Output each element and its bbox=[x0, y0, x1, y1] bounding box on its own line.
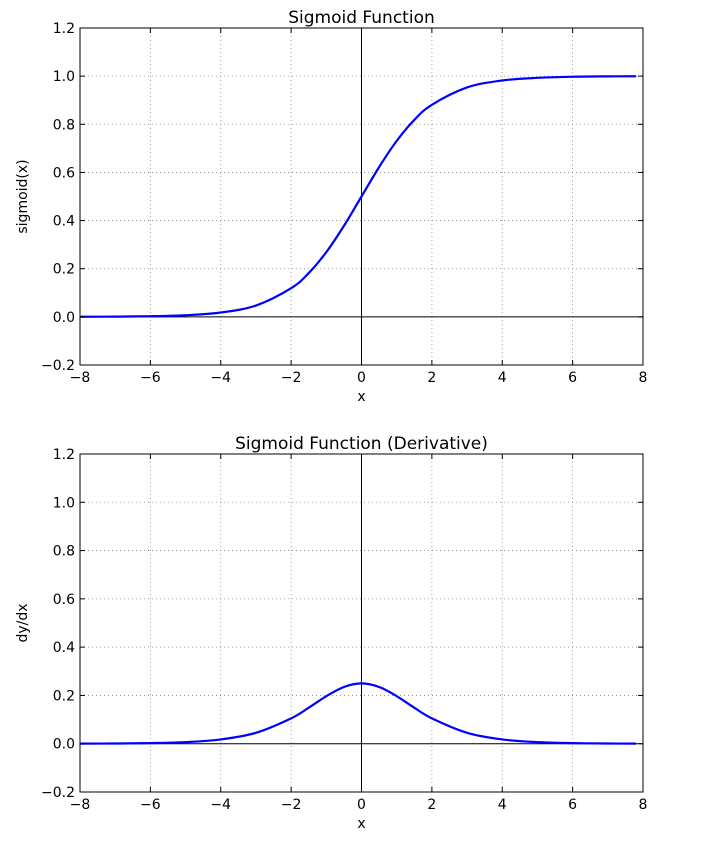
x-axis-label: x bbox=[357, 389, 365, 405]
x-tick-label: 0 bbox=[357, 370, 366, 386]
y-tick-label: 0.0 bbox=[53, 310, 75, 326]
x-axis-label: x bbox=[357, 816, 365, 832]
x-tick-label: 6 bbox=[568, 370, 577, 386]
chart-title: Sigmoid Function bbox=[288, 8, 435, 28]
chart-title: Sigmoid Function (Derivative) bbox=[235, 434, 488, 454]
y-axis-label: sigmoid(x) bbox=[15, 159, 31, 233]
y-tick-label: 0.8 bbox=[53, 544, 75, 560]
x-tick-label: 6 bbox=[568, 797, 577, 813]
x-tick-label: 0 bbox=[357, 797, 366, 813]
y-tick-label: 0.2 bbox=[53, 262, 75, 278]
x-tick-label: −4 bbox=[210, 370, 231, 386]
x-tick-label: 8 bbox=[639, 797, 648, 813]
x-tick-label: 4 bbox=[498, 370, 507, 386]
y-tick-label: 0.8 bbox=[53, 117, 75, 133]
y-axis-label: dy/dx bbox=[15, 603, 31, 642]
y-tick-label: 0.2 bbox=[53, 688, 75, 704]
y-tick-label: 0.4 bbox=[53, 214, 75, 230]
series-line bbox=[79, 682, 636, 745]
x-tick-label: −8 bbox=[70, 797, 91, 813]
y-tick-label: 0.4 bbox=[53, 640, 75, 656]
series-line bbox=[79, 75, 636, 318]
y-tick-label: 0.6 bbox=[53, 165, 75, 181]
y-tick-label: 1.2 bbox=[53, 21, 75, 37]
y-tick-label: 1.0 bbox=[53, 69, 75, 85]
x-tick-label: −6 bbox=[140, 370, 161, 386]
sigmoid-derivative-plot: −8 −6 −4 −2 0 2 4 6 8 −0.2 0.0 0.2 0.4 0.6 0.8 1.0 1.2 Si… bbox=[15, 434, 647, 832]
y-tick-label: 0.6 bbox=[53, 592, 75, 608]
x-tick-label: 2 bbox=[427, 370, 436, 386]
x-tick-label: −4 bbox=[210, 797, 231, 813]
x-tick-label: 8 bbox=[639, 370, 648, 386]
y-tick-label: −0.2 bbox=[41, 358, 75, 374]
y-tick-label: 0.0 bbox=[53, 737, 75, 753]
sigmoid-plot: −8 −6 −4 −2 0 2 4 6 8 −0.2 0.0 0.2 0.4 0.6 0.8 1.0 1.2 Si… bbox=[15, 8, 647, 405]
y-tick-label: 1.0 bbox=[53, 495, 75, 511]
x-tick-label: 2 bbox=[427, 797, 436, 813]
x-tick-label: 4 bbox=[498, 797, 507, 813]
x-tick-label: −6 bbox=[140, 797, 161, 813]
y-tick-label: −0.2 bbox=[41, 785, 75, 801]
y-tick-label: 1.2 bbox=[53, 447, 75, 463]
x-tick-label: −8 bbox=[70, 370, 91, 386]
x-tick-label: −2 bbox=[281, 797, 302, 813]
x-tick-label: −2 bbox=[281, 370, 302, 386]
